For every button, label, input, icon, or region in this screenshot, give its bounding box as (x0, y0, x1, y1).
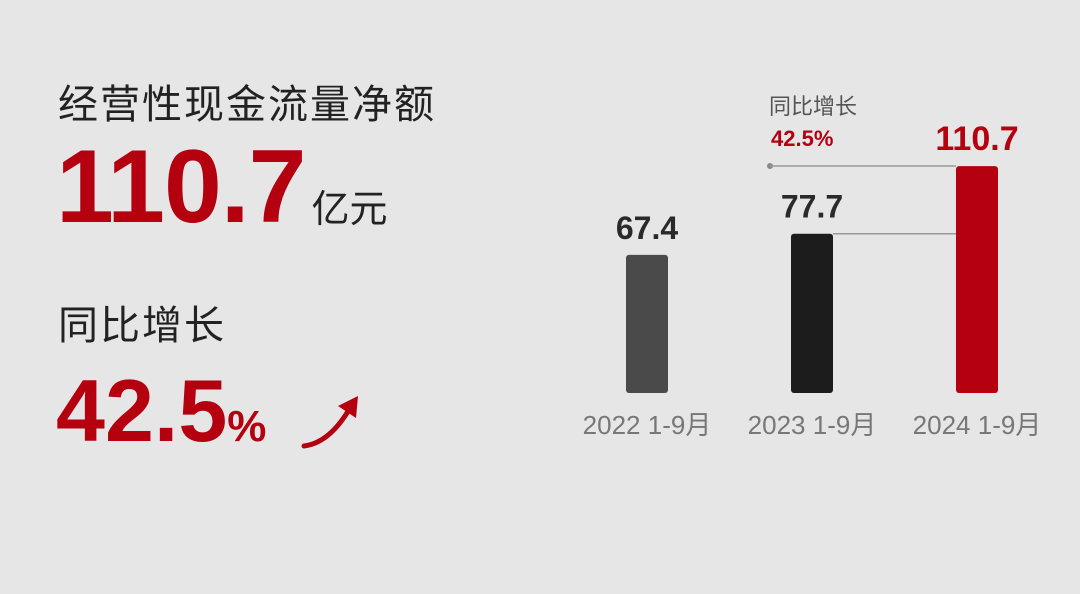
kpi-title: 经营性现金流量净额 (58, 82, 436, 128)
kpi-growth-value: 42.5 (56, 361, 228, 460)
bar-3 (956, 166, 998, 393)
bar-2 (791, 233, 833, 393)
kpi-growth-label: 同比增长 (58, 303, 226, 349)
kpi-value: 110.7 (56, 129, 307, 245)
x-tick-label-3: 2024 1-9月 (913, 410, 1042, 440)
kpi-unit: 亿元 (311, 187, 388, 231)
kpi-growth-row: 42.5% (56, 360, 266, 462)
bar-value-label-3: 110.7 (935, 120, 1018, 158)
bars: 67.4 2022 1-9月 77.7 2023 1-9月 110.7 2024 1-9月 (583, 120, 1042, 440)
x-tick-label-2: 2023 1-9月 (748, 410, 877, 440)
bar-value-label-2: 77.7 (781, 189, 843, 225)
annotation-value: 42.5% (771, 126, 833, 151)
growth-annotation: 同比增长 42.5% (767, 95, 956, 235)
x-tick-label-1: 2022 1-9月 (583, 410, 712, 440)
kpi-growth-percent: % (227, 402, 267, 451)
bar-1 (626, 254, 668, 393)
annotation-label: 同比增长 (769, 95, 857, 120)
growth-arrow-icon (301, 396, 358, 449)
bar-value-label-1: 67.4 (616, 210, 678, 246)
kpi-value-row: 110.7 亿元 (56, 128, 388, 247)
